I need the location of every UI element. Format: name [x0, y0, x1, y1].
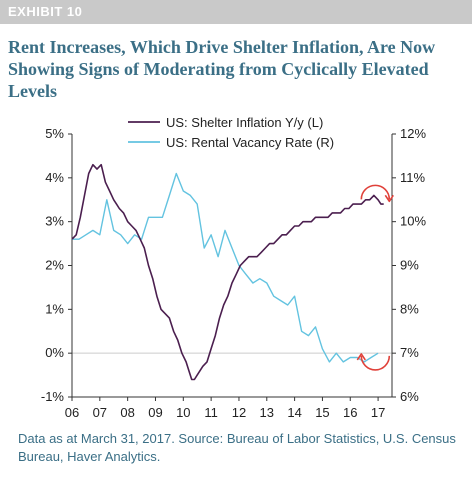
annotation-arc — [360, 184, 391, 200]
exhibit-header-band: EXHIBIT 10 — [0, 0, 472, 24]
y-right-tick-label: 8% — [400, 301, 419, 316]
source-footnote: Data as at March 31, 2017. Source: Burea… — [18, 431, 456, 464]
y-left-axis-ticks: -1% 0% 1% 2% 3% 4% 5% — [41, 126, 72, 404]
axes-layer — [71, 134, 393, 398]
y-right-tick-label: 7% — [400, 345, 419, 360]
y-left-tick-label: -1% — [41, 389, 65, 404]
annotation-arrowhead — [356, 353, 366, 361]
x-tick-label: 10 — [176, 405, 190, 420]
y-right-axis-ticks: 6% 7% 8% 9% 10% 11% 12% — [392, 126, 426, 404]
chart-title: Rent Increases, Which Drive Shelter Infl… — [8, 37, 436, 101]
y-left-tick-label: 0% — [45, 345, 64, 360]
y-right-tick-label: 9% — [400, 258, 419, 273]
y-right-tick-label: 12% — [400, 126, 426, 141]
legend-label: US: Rental Vacancy Rate (R) — [166, 135, 334, 150]
x-axis-ticks: 06 07 08 09 10 11 12 13 14 15 16 17 — [65, 397, 385, 420]
annotations — [356, 184, 394, 371]
rental-vacancy-series-line — [72, 172, 379, 363]
legend-label: US: Shelter Inflation Y/y (L) — [166, 115, 323, 130]
clockwise-arrow-icon — [356, 353, 391, 371]
y-left-tick-label: 5% — [45, 126, 64, 141]
x-tick-label: 11 — [204, 405, 218, 420]
annotation-arrowhead — [384, 194, 394, 203]
chart: 06 07 08 09 10 11 12 13 14 15 16 17 -1% 0% 1% 2% 3% 4% 5%… — [41, 115, 427, 420]
x-tick-label: 07 — [93, 405, 107, 420]
shelter-inflation-series-line — [71, 163, 384, 381]
x-tick-label: 15 — [315, 405, 329, 420]
x-tick-label: 08 — [120, 405, 134, 420]
y-left-tick-label: 1% — [45, 301, 64, 316]
y-right-tick-label: 6% — [400, 389, 419, 404]
x-tick-label: 06 — [65, 405, 79, 420]
y-left-tick-label: 4% — [45, 170, 64, 185]
series-layer — [71, 163, 384, 381]
legend: US: Shelter Inflation Y/y (L) US: Rental … — [128, 115, 334, 150]
x-tick-label: 17 — [371, 405, 385, 420]
y-left-tick-label: 3% — [45, 214, 64, 229]
y-right-tick-label: 10% — [400, 214, 426, 229]
annotation-arc — [360, 355, 391, 371]
exhibit-label: EXHIBIT 10 — [8, 4, 83, 19]
y-left-tick-label: 2% — [45, 258, 64, 273]
x-tick-label: 14 — [287, 405, 301, 420]
x-tick-label: 13 — [260, 405, 274, 420]
y-right-tick-label: 11% — [400, 170, 425, 185]
x-tick-label: 12 — [232, 405, 246, 420]
clockwise-arrow-icon — [360, 184, 394, 203]
x-tick-label: 09 — [148, 405, 162, 420]
x-tick-label: 16 — [343, 405, 357, 420]
